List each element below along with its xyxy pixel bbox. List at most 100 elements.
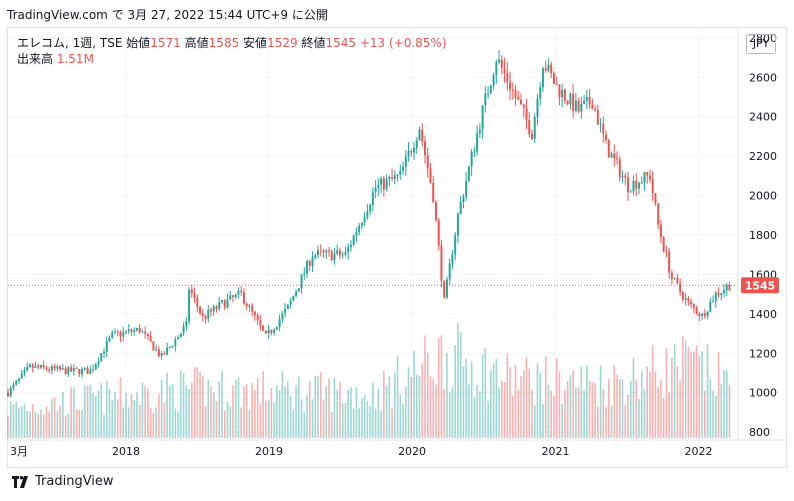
- volume-bar: [177, 411, 179, 438]
- volume-bar: [86, 385, 89, 438]
- volume-bar: [7, 416, 9, 438]
- candle-body: [440, 245, 443, 281]
- candle-body: [111, 332, 114, 338]
- volume-bar: [201, 376, 204, 438]
- volume-bar: [632, 357, 635, 438]
- candle-body: [199, 306, 202, 314]
- candle-body: [456, 213, 459, 236]
- volume-bar: [141, 382, 144, 438]
- legend-low-label: 安値: [243, 36, 268, 50]
- candle-body: [155, 349, 158, 351]
- candle-body: [333, 253, 336, 261]
- candle-body: [605, 134, 608, 140]
- volume-bar: [465, 358, 467, 438]
- candle-body: [308, 260, 311, 266]
- candle-body: [133, 330, 136, 332]
- volume-bar: [377, 388, 380, 438]
- candle-body: [418, 129, 421, 141]
- candle-body: [146, 333, 149, 336]
- candle-body: [116, 331, 119, 333]
- volume-bar: [437, 338, 440, 438]
- candle-body: [31, 364, 34, 368]
- candle-body: [349, 244, 352, 248]
- volume-bar: [646, 366, 649, 438]
- candle-body: [314, 255, 317, 258]
- volume-bar: [525, 357, 528, 438]
- volume-bar: [114, 392, 116, 438]
- candle-body: [53, 366, 56, 369]
- volume-bar: [339, 382, 341, 438]
- volume-bar: [300, 399, 303, 438]
- candle-body: [509, 82, 512, 90]
- time-tick-label: 3月: [10, 445, 28, 458]
- candle-body: [703, 313, 706, 317]
- candle-body: [701, 313, 704, 317]
- candle-body: [188, 289, 191, 322]
- volume-bar: [440, 335, 443, 438]
- candle-body: [489, 85, 492, 94]
- candle-body: [583, 100, 586, 104]
- candle-body: [97, 361, 100, 364]
- candle-body: [113, 331, 116, 333]
- volume-bar: [67, 413, 70, 438]
- volume-bar: [26, 410, 29, 438]
- candle-body: [706, 311, 709, 317]
- volume-bar: [413, 350, 415, 438]
- currency-button[interactable]: JPY: [746, 34, 776, 54]
- volume-bar: [103, 414, 105, 438]
- candle-body: [690, 301, 693, 305]
- price-candles: [7, 49, 731, 398]
- tradingview-logo[interactable]: TradingView: [12, 474, 114, 489]
- volume-bar: [544, 355, 547, 438]
- candle-body: [610, 153, 613, 158]
- candle-body: [673, 277, 676, 279]
- candle-body: [382, 178, 385, 190]
- volume-bar: [51, 399, 53, 438]
- volume-bar: [218, 381, 221, 438]
- candle-body: [108, 337, 111, 342]
- candle-body: [201, 313, 204, 316]
- candle-body: [648, 175, 651, 180]
- candle-body: [654, 193, 657, 204]
- candle-body: [344, 252, 347, 255]
- candle-body: [454, 235, 457, 255]
- candle-body: [256, 315, 259, 321]
- volume-bar: [133, 399, 135, 438]
- candle-body: [552, 73, 555, 84]
- volume-bar: [81, 409, 83, 438]
- volume-bar: [528, 369, 531, 438]
- candle-body: [709, 301, 712, 312]
- candle-body: [369, 205, 372, 212]
- candle-body: [624, 175, 627, 178]
- grid-lines: [5, 28, 738, 440]
- volume-bar: [185, 385, 188, 438]
- candle-body: [124, 331, 127, 333]
- volume-bar: [306, 394, 308, 438]
- candle-body: [264, 330, 267, 334]
- volume-bar: [158, 393, 160, 438]
- candle-body: [500, 59, 503, 68]
- volume-bar: [569, 375, 572, 438]
- volume-bar: [160, 379, 163, 438]
- volume-bar: [517, 389, 520, 438]
- candle-body: [599, 123, 602, 125]
- volume-bar: [361, 398, 363, 438]
- volume-bar: [12, 403, 15, 438]
- candle-body: [207, 309, 210, 319]
- volume-bar: [435, 384, 437, 438]
- price-tick-label: 800: [749, 426, 770, 439]
- candle-body: [253, 311, 256, 316]
- volume-bar: [432, 378, 435, 438]
- volume-bar: [506, 353, 509, 438]
- candle-body: [574, 100, 577, 112]
- volume-bar: [191, 382, 193, 438]
- candle-body: [459, 202, 462, 214]
- volume-bar: [311, 399, 314, 438]
- candle-body: [467, 166, 470, 181]
- candle-body: [105, 341, 108, 352]
- volume-bar: [89, 385, 92, 438]
- candle-body: [245, 303, 248, 307]
- candle-body: [640, 182, 643, 184]
- volume-bar: [701, 351, 703, 438]
